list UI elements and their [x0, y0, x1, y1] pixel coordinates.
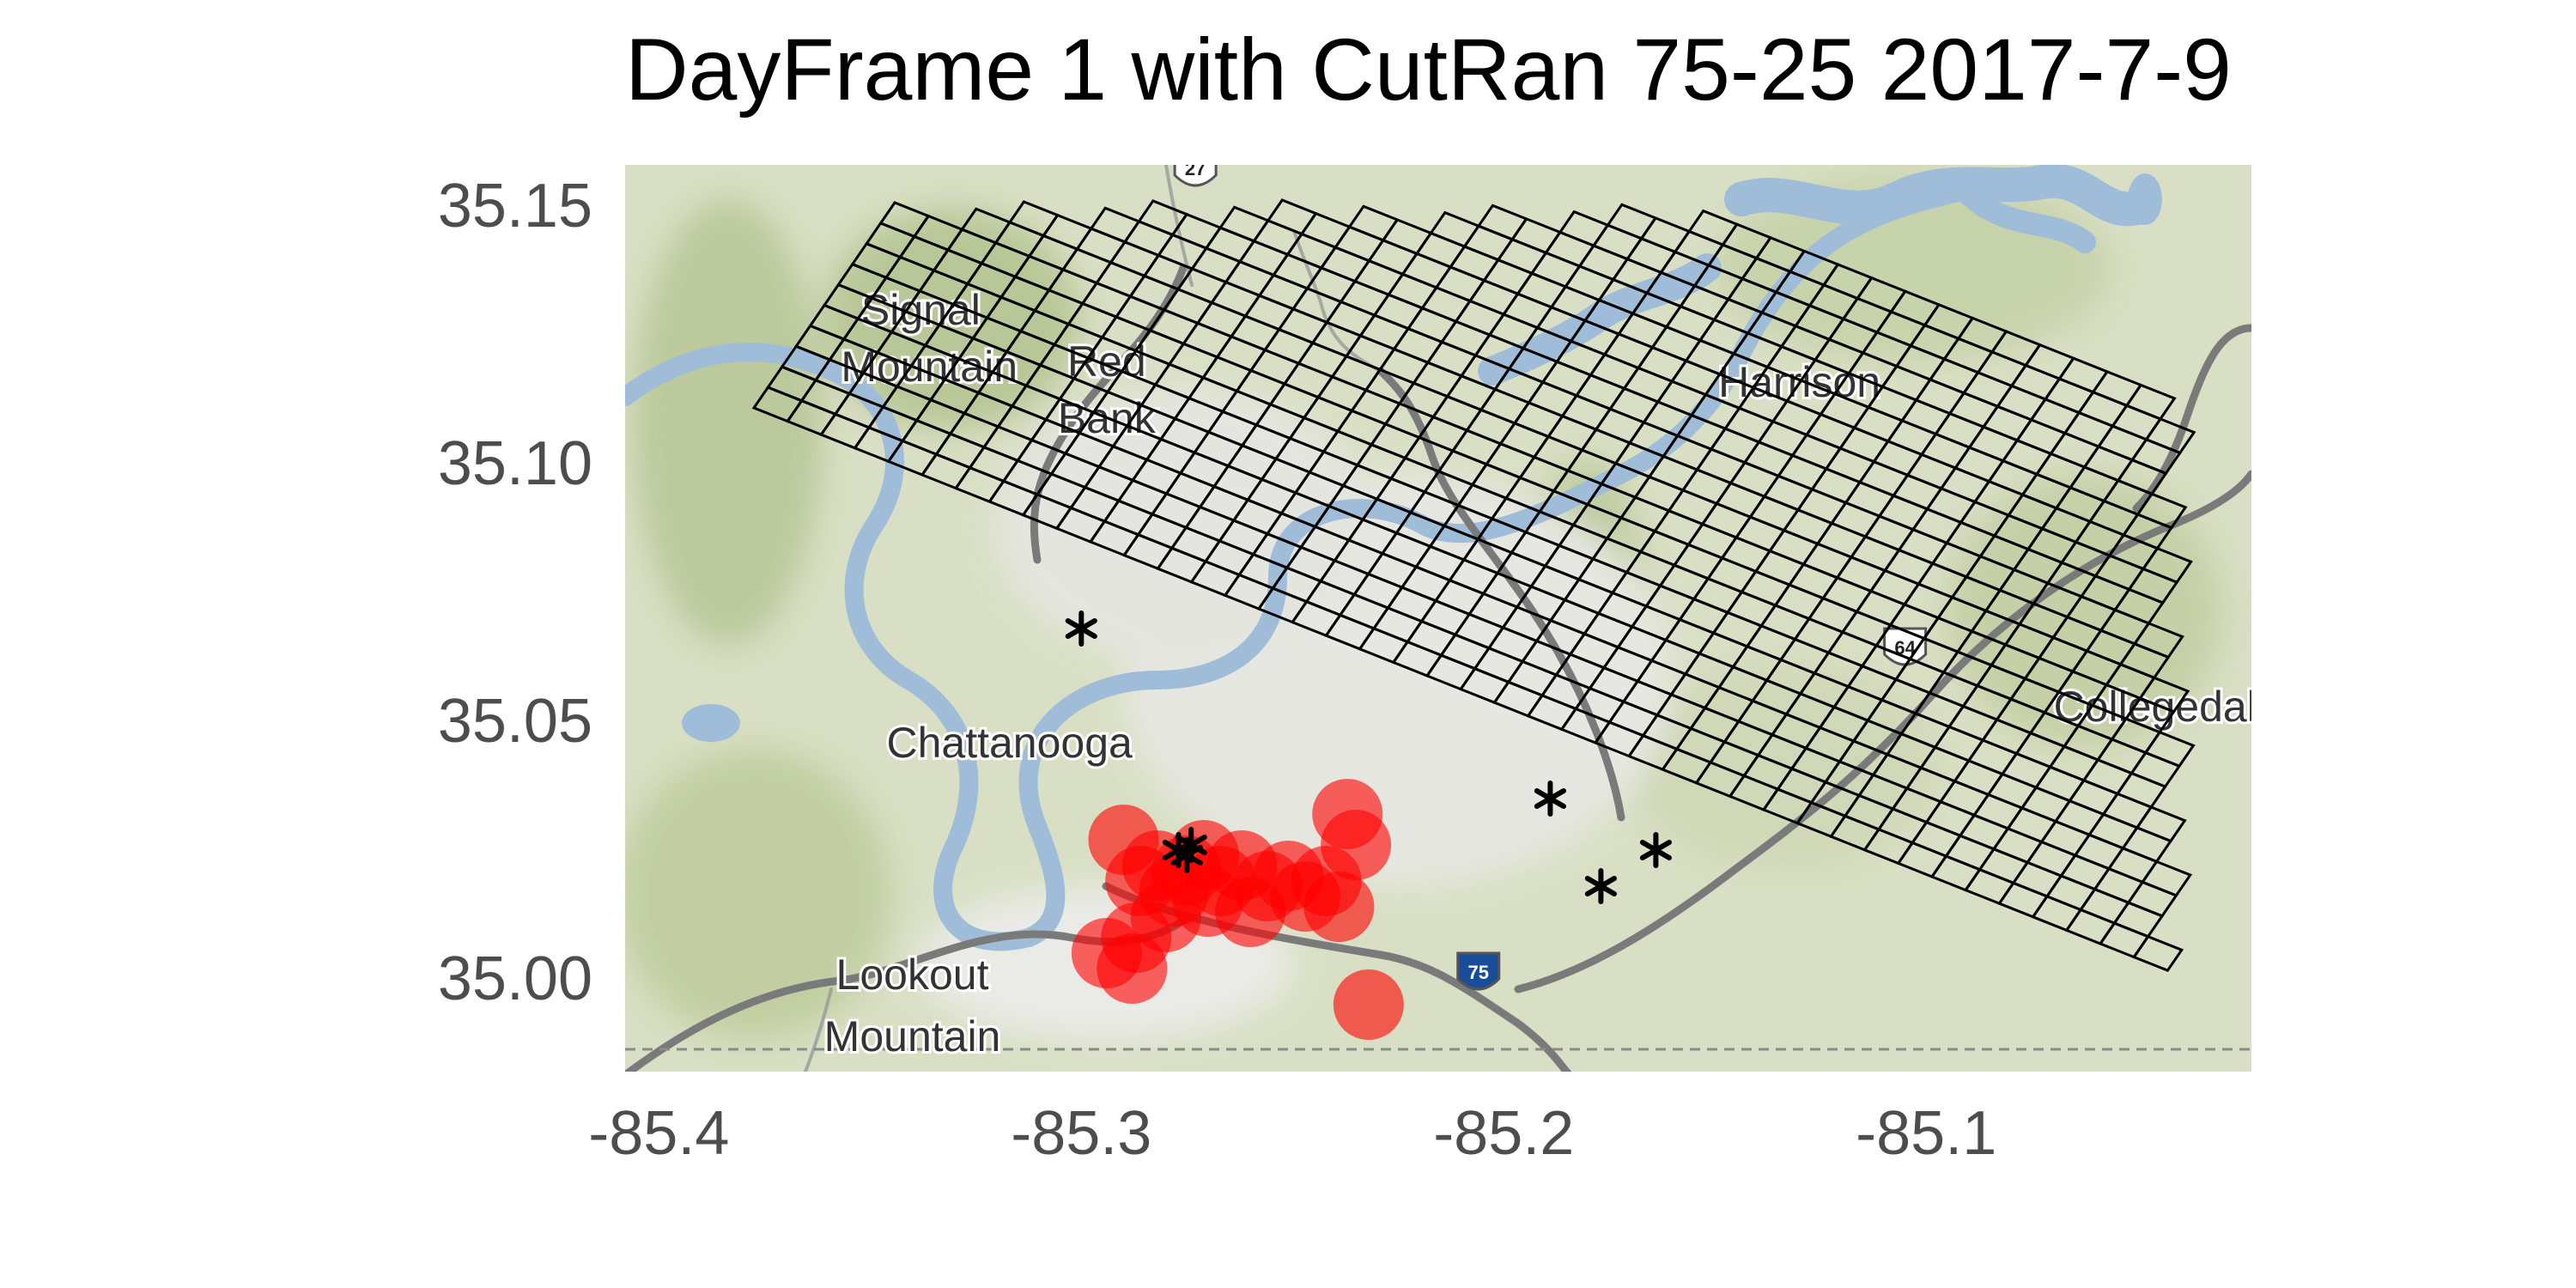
x-tick-label: -85.3	[1011, 1099, 1152, 1168]
grid-cell	[2143, 730, 2196, 769]
event-circle	[1333, 969, 1404, 1040]
event-circle	[1312, 779, 1383, 849]
grid-cell	[2144, 417, 2196, 455]
event-circle	[1303, 872, 1375, 942]
grid-cell	[2138, 676, 2190, 714]
place-label: Collegedale	[2054, 683, 2251, 731]
y-tick-label: 35.00	[437, 945, 592, 1013]
x-tick-label: -85.4	[588, 1099, 730, 1168]
asterisk-marker	[1170, 837, 1203, 873]
asterisk-marker	[1639, 832, 1672, 868]
grid-cell	[2140, 860, 2193, 897]
place-label: Bank	[1058, 394, 1157, 442]
shield-label: 75	[1467, 962, 1488, 983]
map-panel[interactable]: Signal Mountain Red Bank Harrison Chattanooga…	[625, 165, 2251, 1072]
plot-title: DayFrame 1 with CutRan 75-25 2017-7-9	[625, 21, 2232, 118]
asterisk-marker	[1534, 781, 1566, 817]
grid-cell	[2141, 546, 2193, 584]
x-tick-label: -85.2	[1433, 1099, 1575, 1168]
asterisk-markers	[1065, 611, 1672, 904]
place-label: Red	[1067, 337, 1146, 386]
place-label: Lookout	[836, 951, 989, 999]
grid-cell	[2135, 805, 2187, 843]
place-label: Mountain	[824, 1012, 1001, 1060]
y-tick-label: 35.15	[437, 172, 592, 240]
route-shield-icon: 27	[1173, 165, 1218, 187]
grid-cell	[2131, 934, 2184, 973]
asterisk-marker	[1065, 611, 1097, 647]
route-shield-icon: 75	[1456, 951, 1501, 991]
x-tick-label: -85.1	[1856, 1099, 1997, 1168]
grid-cell	[2132, 622, 2184, 659]
place-label: Chattanooga	[886, 719, 1133, 767]
shield-label: 27	[1185, 165, 1206, 179]
y-tick-label: 35.05	[437, 687, 592, 756]
route-shield-icon: 64	[1883, 627, 1928, 666]
event-circle	[1215, 877, 1286, 947]
y-tick-label: 35.10	[437, 429, 592, 498]
grid-overlay	[751, 198, 2196, 973]
grid-cell	[2124, 383, 2177, 421]
asterisk-marker	[1584, 868, 1617, 904]
event-circles	[1071, 779, 1404, 1040]
grid-cell	[2136, 492, 2188, 530]
event-circle	[1097, 933, 1168, 1004]
